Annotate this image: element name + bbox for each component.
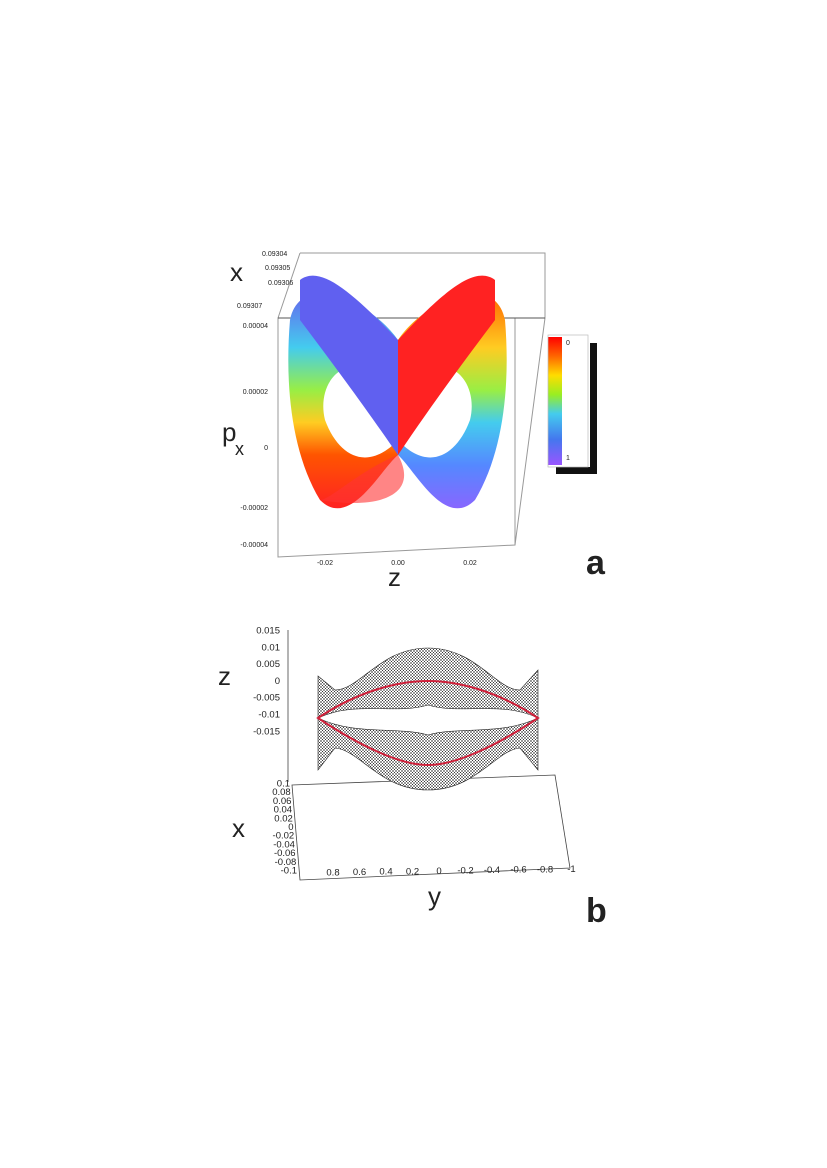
- z-tick-label: 0.01: [262, 642, 281, 653]
- y-tick-label: -0.8: [537, 864, 553, 875]
- x-tick-label: 0.09305: [265, 265, 290, 272]
- x-tick-label: 0.09306: [268, 280, 293, 287]
- axis-label: x: [232, 813, 245, 843]
- y-tick-label: 0.8: [326, 868, 339, 879]
- x-tick-label: 0: [288, 822, 293, 833]
- px-tick-label: 0.00002: [243, 389, 268, 396]
- axis-label: x: [230, 257, 243, 287]
- y-tick-label: 0.4: [379, 867, 392, 878]
- px-tick-label: -0.00002: [240, 505, 268, 512]
- z-tick-label: -0.015: [253, 726, 280, 737]
- x-tick-label: -0.08: [275, 857, 297, 868]
- panel-letter: b: [586, 892, 607, 930]
- surface-a: [288, 275, 507, 509]
- y-tick-label: -0.2: [457, 866, 473, 877]
- x-tick-label: 0.08: [272, 787, 291, 798]
- x-tick-label: 0.04: [274, 805, 293, 816]
- x-tick-label: 0.1: [277, 779, 290, 790]
- z-tick-label: 0.02: [463, 560, 477, 567]
- x-tick-label: 0.09304: [262, 251, 287, 258]
- y-tick-label: 0.2: [406, 866, 419, 877]
- z-tick-label: 0.015: [256, 626, 280, 637]
- y-tick-label: 0: [436, 866, 441, 877]
- px-tick-label: 0.00004: [243, 323, 268, 330]
- x-tick-label: -0.04: [273, 839, 295, 850]
- y-tick-label: -1: [567, 864, 575, 875]
- px-tick-label: 0: [264, 445, 268, 452]
- y-tick-label: -0.4: [484, 865, 500, 876]
- y-tick-label: -0.6: [510, 865, 526, 876]
- x-tick-label: -0.02: [273, 831, 295, 842]
- colorbar-label: 0: [566, 340, 570, 347]
- axis-subscript: x: [235, 439, 244, 459]
- colorbar: [547, 334, 597, 474]
- axis-label: p: [222, 417, 236, 447]
- z-tick-label: 0: [275, 676, 280, 687]
- z-tick-label: -0.01: [258, 710, 280, 721]
- axis-label: z: [388, 562, 401, 592]
- z-tick-label: -0.005: [253, 693, 280, 704]
- z-tick-label: 0.00: [391, 560, 405, 567]
- panel-letter: a: [586, 544, 606, 582]
- z-tick-label: -0.02: [317, 560, 333, 567]
- colorbar-label: 1: [566, 455, 570, 462]
- x-tick-label: 0.02: [274, 813, 293, 824]
- x-tick-label: 0.09307: [237, 303, 262, 310]
- x-tick-label: -0.06: [274, 848, 296, 859]
- z-tick-label: 0.005: [256, 659, 280, 670]
- axis-label: y: [428, 881, 441, 911]
- px-tick-label: -0.00004: [240, 542, 268, 549]
- x-tick-label: -0.1: [281, 866, 297, 877]
- axis-label: z: [218, 661, 231, 691]
- surface-b: [316, 647, 540, 791]
- x-tick-label: 0.06: [273, 796, 292, 807]
- y-tick-label: 0.6: [353, 867, 366, 878]
